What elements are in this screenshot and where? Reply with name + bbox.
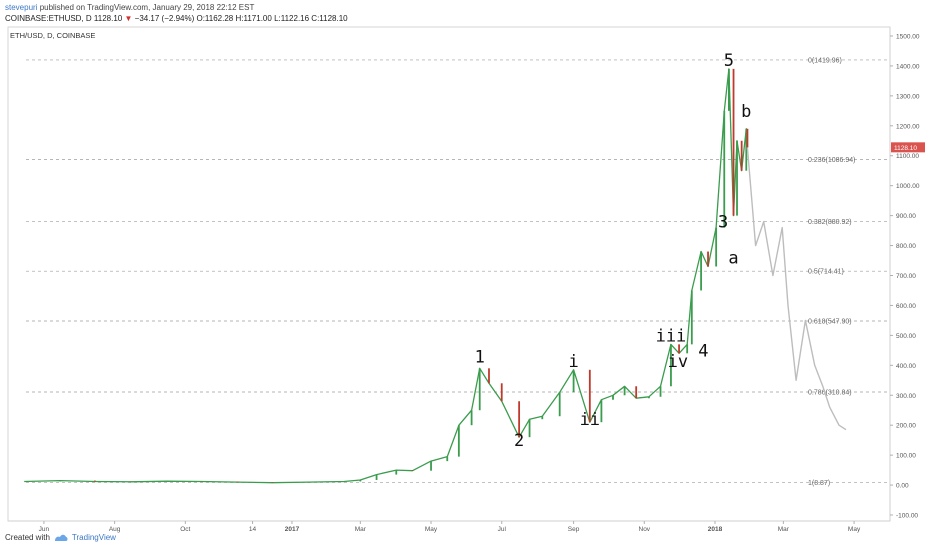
- fib-label-2: 0.382(880.92): [808, 219, 852, 226]
- publication-header: stevepuri published on TradingView.com, …: [5, 2, 348, 24]
- symbol-label: ETH/USD, D, COINBASE: [10, 31, 96, 40]
- y-axis: -100.00 0.00 100.00 200.00 300.00 400.00 500.0…: [890, 33, 920, 520]
- y-tick-label-16: 1500.00: [896, 33, 920, 40]
- x-tick-label-2: Oct: [180, 526, 190, 533]
- x-tick-label-11: Mar: [778, 526, 790, 533]
- wave-label-7: 4: [698, 341, 708, 361]
- wave-label-8: 5: [724, 51, 734, 71]
- fib-label-6: 1(8.87): [808, 480, 830, 487]
- y-tick-label-8: 700.00: [896, 273, 916, 280]
- x-tick-label-10: 2018: [708, 526, 723, 533]
- wave-label-10: b: [741, 102, 751, 122]
- wave-label-6: 3: [718, 213, 728, 233]
- price-series: [24, 68, 847, 484]
- x-tick-label-12: May: [848, 526, 861, 533]
- x-tick-label-4: 2017: [285, 526, 300, 533]
- x-tick-label-0: Jun: [39, 526, 50, 533]
- y-tick-label-12: 1100.00: [896, 153, 919, 160]
- x-tick-label-7: Jul: [498, 526, 507, 533]
- last-price-tag-label: 1128.10: [894, 145, 917, 152]
- created-with-text: Created with: [5, 533, 50, 542]
- open-price: O:1162.28: [196, 14, 234, 23]
- wave-label-5: iv: [668, 352, 688, 372]
- y-tick-label-14: 1300.00: [896, 93, 920, 100]
- y-tick-label-2: 100.00: [896, 453, 916, 460]
- wave-label-4: iii: [656, 326, 687, 346]
- tradingview-logo-icon: [54, 534, 68, 541]
- high-price: H:1171.00: [235, 14, 272, 23]
- low-price: L:1122.16: [274, 14, 310, 23]
- down-triangle-icon: ▼: [124, 14, 133, 23]
- x-tick-label-1: Aug: [109, 526, 121, 533]
- last-price: 1128.10: [93, 14, 123, 23]
- y-tick-label-6: 500.00: [896, 333, 916, 340]
- y-tick-label-5: 400.00: [896, 363, 916, 370]
- close-price: C:1128.10: [311, 14, 348, 23]
- tradingview-link[interactable]: TradingView: [71, 533, 116, 542]
- y-tick-label-10: 900.00: [896, 213, 916, 220]
- fib-label-3: 0.5(714.41): [808, 269, 844, 276]
- y-tick-label-7: 600.00: [896, 303, 916, 310]
- fib-label-0: 0(1419.96): [808, 57, 842, 64]
- author-link[interactable]: stevepuri: [5, 3, 38, 12]
- fib-label-5: 0.786(310.84): [808, 390, 852, 397]
- y-tick-label-3: 200.00: [896, 423, 916, 430]
- published-text: published on TradingView.com, January 29…: [39, 3, 255, 12]
- last-price-tag-box: [891, 142, 925, 153]
- wave-label-2: i: [568, 352, 578, 372]
- y-tick-label-11: 1000.00: [896, 183, 920, 190]
- wave-label-0: 1: [475, 347, 485, 367]
- fib-label-1: 0.236(1086.94): [808, 157, 855, 164]
- x-tick-label-3: 14: [249, 526, 257, 533]
- x-tick-label-9: Nov: [639, 526, 651, 533]
- ticker-label: COINBASE:ETHUSD, D: [5, 14, 92, 23]
- x-tick-label-5: Mar: [355, 526, 367, 533]
- wave-label-1: 2: [514, 431, 524, 451]
- y-tick-label-4: 300.00: [896, 393, 916, 400]
- x-axis: Jun Aug Oct 14 2017 Mar May Jul Sep Nov 2018 Mar May: [39, 521, 861, 533]
- x-tick-label-8: Sep: [568, 526, 580, 533]
- fib-label-4: 0.618(547.90): [808, 319, 852, 326]
- y-tick-label-9: 800.00: [896, 243, 916, 250]
- wave-label-3: ii: [580, 410, 600, 430]
- y-tick-label-1: 0.00: [896, 483, 909, 490]
- y-tick-label-13: 1200.00: [896, 123, 920, 130]
- y-tick-label-0: -100.00: [896, 513, 918, 520]
- projection-line: [746, 147, 847, 431]
- price-change: −34.17 (−2.94%): [134, 14, 195, 23]
- wave-label-9: a: [728, 249, 738, 269]
- footer: Created with TradingView: [5, 533, 116, 542]
- price-line: [24, 68, 749, 484]
- last-price-tag: 1128.10: [891, 142, 925, 153]
- fibonacci-levels: 0(1419.96) 0.236(1086.94) 0.382(880.92) 0.5…: [26, 57, 888, 487]
- y-tick-label-15: 1400.00: [896, 63, 920, 70]
- plot-area: [7, 26, 891, 522]
- x-tick-label-6: May: [425, 526, 438, 533]
